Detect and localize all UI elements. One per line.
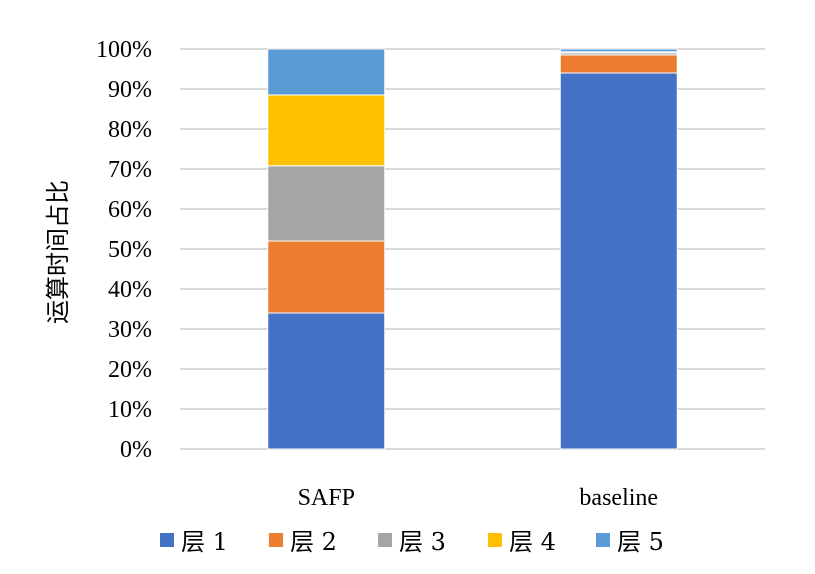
y-tick-label: 50% xyxy=(108,237,152,263)
y-tick-label: 100% xyxy=(96,37,152,63)
legend-swatch xyxy=(488,533,502,547)
y-tick-label: 40% xyxy=(108,277,152,303)
y-axis-title: 运算时间占比 xyxy=(44,180,72,324)
bar-segment xyxy=(267,48,386,96)
y-tick-label: 60% xyxy=(108,197,152,223)
bar-segment xyxy=(267,94,386,167)
bar-segment xyxy=(559,48,678,53)
bar-segment xyxy=(267,240,386,314)
legend-label: 层 5 xyxy=(617,528,664,556)
legend-swatch xyxy=(269,533,283,547)
y-tick-label: 10% xyxy=(108,397,152,423)
legend-label: 层 1 xyxy=(181,528,228,556)
legend-label: 层 4 xyxy=(509,528,556,556)
y-tick-label: 70% xyxy=(108,157,152,183)
y-tick-label: 80% xyxy=(108,117,152,143)
y-tick-labels: 0% 10% 20% 30% 40% 50% 60% 70% 80% 90% 100% xyxy=(96,37,152,463)
legend-swatch xyxy=(596,533,610,547)
bar-segment xyxy=(559,54,678,74)
y-tick-label: 20% xyxy=(108,357,152,383)
legend-label: 层 3 xyxy=(399,528,446,556)
legend-swatch xyxy=(160,533,174,547)
category-labels: SAFP baseline xyxy=(298,485,659,511)
bar-segment xyxy=(267,312,386,450)
category-label: SAFP xyxy=(298,485,355,511)
legend-swatch xyxy=(378,533,392,547)
category-label: baseline xyxy=(579,485,658,511)
bars xyxy=(267,48,678,450)
bar-segment xyxy=(559,72,678,450)
legend: 层 1 层 2 层 3 层 4 层 5 xyxy=(160,528,664,556)
bar-segment xyxy=(267,165,386,242)
legend-label: 层 2 xyxy=(290,528,337,556)
y-tick-label: 90% xyxy=(108,77,152,103)
y-tick-label: 0% xyxy=(120,437,152,463)
y-tick-label: 30% xyxy=(108,317,152,343)
